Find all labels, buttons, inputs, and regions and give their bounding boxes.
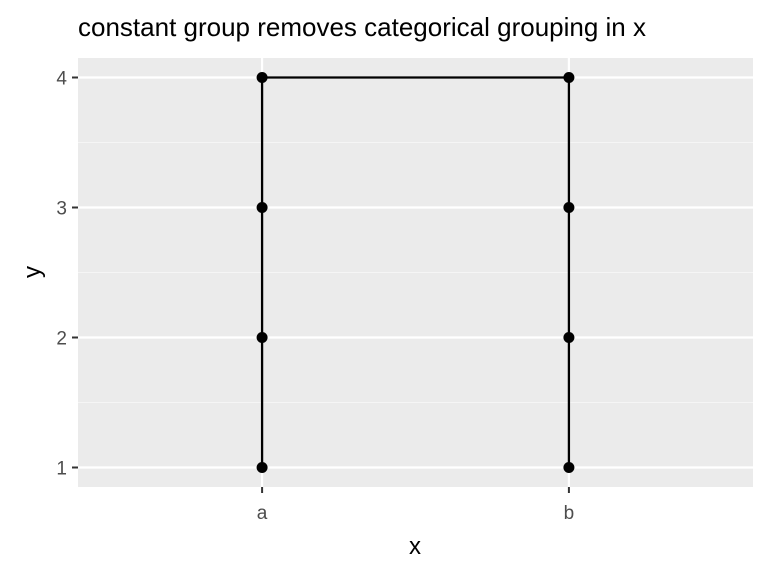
series-layer	[256, 72, 575, 473]
data-point	[256, 462, 268, 473]
x-tick-label: a	[257, 503, 268, 524]
x-axis-title: x	[409, 533, 421, 560]
y-tick-label: 1	[56, 459, 67, 480]
chart-title: constant group removes categorical group…	[78, 12, 646, 42]
data-point	[563, 72, 575, 83]
series-line	[260, 76, 571, 468]
y-tick-label: 4	[56, 69, 67, 90]
data-point	[563, 332, 575, 343]
data-point	[256, 202, 268, 213]
data-point	[563, 462, 575, 473]
data-point	[563, 202, 575, 213]
y-tick-label: 2	[56, 329, 67, 350]
data-point	[256, 72, 268, 83]
y-axis-title: y	[19, 266, 46, 278]
data-point	[256, 332, 268, 343]
x-tick-label: b	[564, 503, 575, 524]
y-tick-label: 3	[56, 199, 67, 220]
axis-layer: 1 2 3 4 a b	[56, 69, 574, 525]
